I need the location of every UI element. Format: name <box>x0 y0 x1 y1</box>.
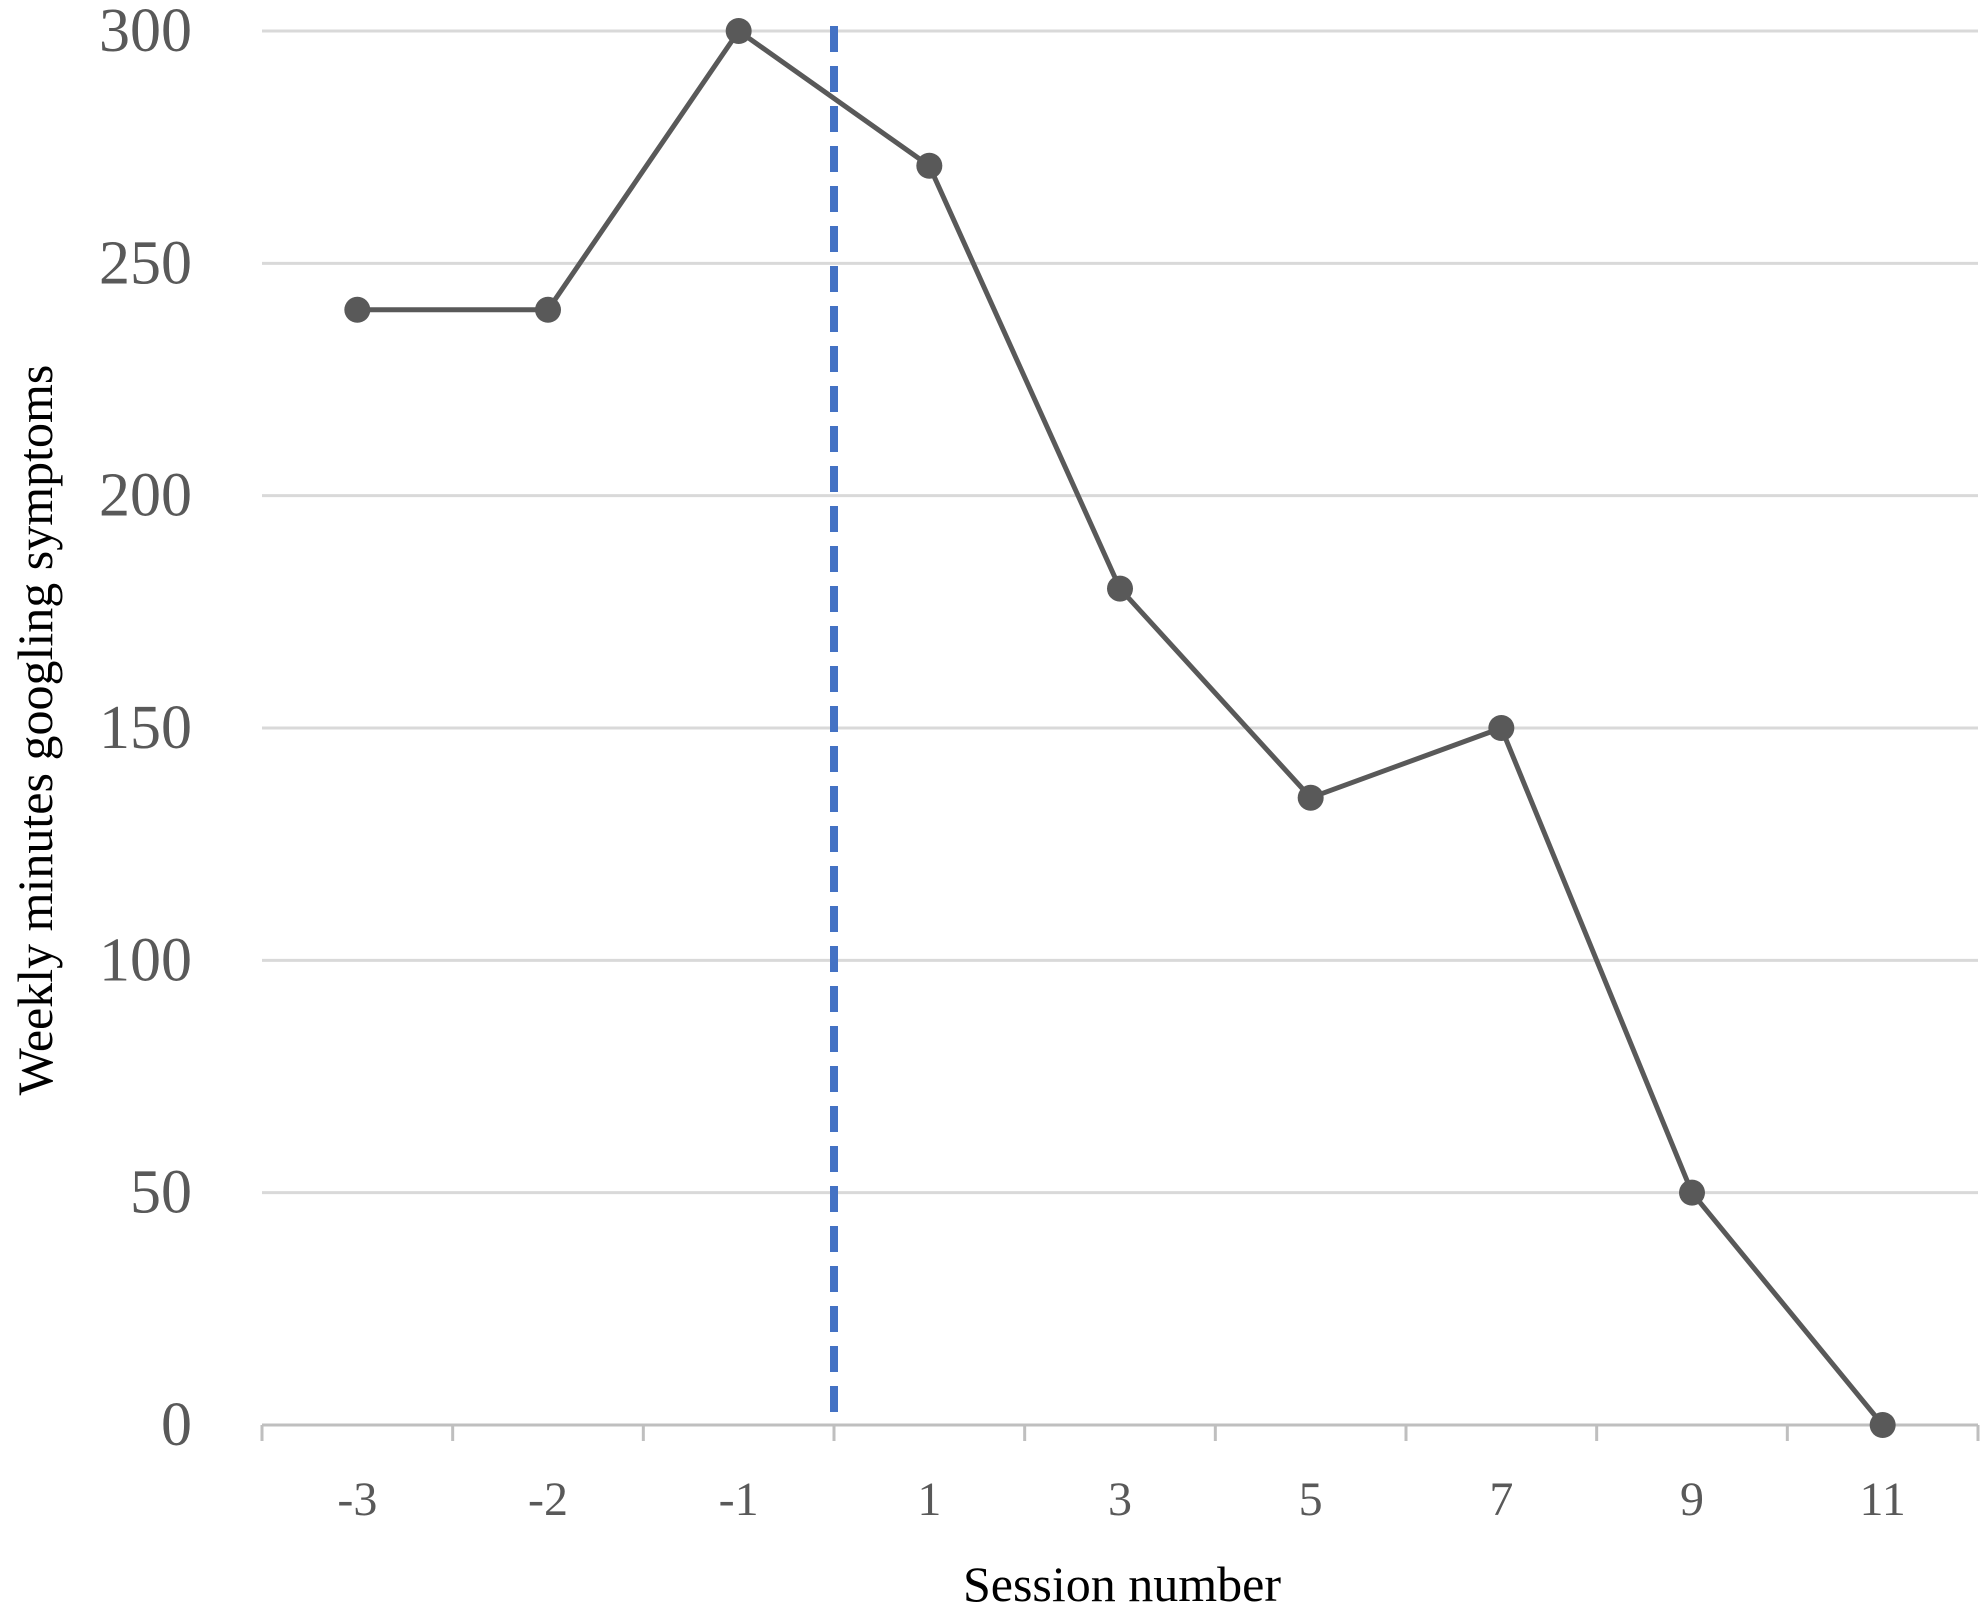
x-tick-label: -2 <box>528 1473 568 1526</box>
data-point <box>1107 575 1133 602</box>
data-point <box>1297 784 1324 811</box>
y-tick-label: 0 <box>161 1391 192 1459</box>
tick-labels: 0 50 100 150 200 250 300 -3 -2 -1 1 3 5 7 9 11 <box>99 0 1906 1526</box>
series-group <box>344 18 1896 1438</box>
y-axis-title: Weekly minutes googling symptoms <box>7 365 63 1096</box>
x-tick-label: 7 <box>1489 1473 1513 1526</box>
y-tick-label: 100 <box>99 926 192 994</box>
x-tick-label: 1 <box>917 1473 941 1526</box>
y-tick-label: 50 <box>130 1159 192 1227</box>
gridlines <box>262 29 1978 1195</box>
x-axis <box>260 1423 1980 1441</box>
x-tick-label: 5 <box>1299 1473 1323 1526</box>
data-point <box>725 18 752 44</box>
data-point <box>344 296 371 323</box>
x-axis-title: Session number <box>963 1556 1281 1609</box>
x-tick-label: 3 <box>1108 1473 1132 1526</box>
y-tick-label: 200 <box>99 462 192 530</box>
x-tick-label: 9 <box>1680 1473 1704 1526</box>
data-point <box>1679 1179 1705 1206</box>
data-point <box>1869 1412 1896 1438</box>
x-tick-label: -3 <box>337 1473 377 1526</box>
y-tick-label: 150 <box>99 694 192 762</box>
data-point <box>535 296 561 323</box>
data-point <box>916 152 943 179</box>
y-tick-label: 300 <box>99 0 192 65</box>
x-tick-label: 11 <box>1860 1473 1906 1526</box>
data-point <box>1488 715 1515 741</box>
x-tick-label: -1 <box>719 1473 759 1526</box>
y-tick-label: 250 <box>99 229 192 297</box>
